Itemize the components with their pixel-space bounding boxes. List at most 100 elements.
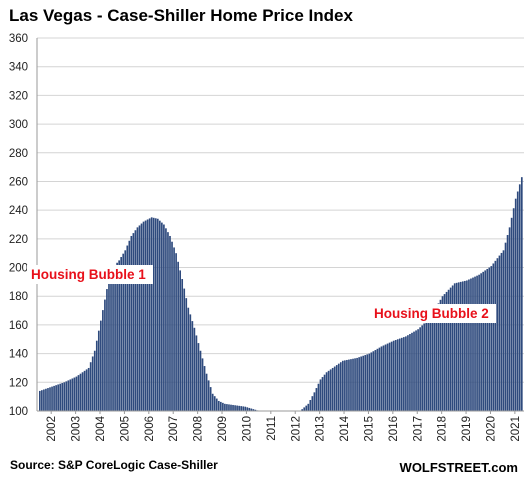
x-tick-label: 2012 bbox=[290, 416, 302, 442]
data-bar bbox=[413, 331, 415, 411]
data-bar bbox=[224, 403, 226, 411]
data-bar bbox=[61, 383, 64, 411]
data-bar bbox=[248, 407, 251, 411]
chart-title: Las Vegas - Case-Shiller Home Price Inde… bbox=[9, 6, 353, 25]
data-bar bbox=[142, 221, 145, 411]
data-bar bbox=[236, 405, 238, 411]
data-bar bbox=[486, 268, 489, 411]
axes bbox=[36, 38, 524, 414]
data-bar bbox=[53, 385, 55, 411]
data-bar bbox=[110, 274, 112, 411]
x-tick-label: 2013 bbox=[315, 416, 327, 442]
data-bar bbox=[252, 409, 255, 411]
data-bar bbox=[246, 407, 249, 411]
data-bar bbox=[384, 344, 387, 411]
y-tick-label: 180 bbox=[9, 291, 28, 303]
data-bar bbox=[140, 223, 143, 411]
y-tick-label: 260 bbox=[9, 176, 28, 188]
data-bar bbox=[484, 270, 487, 411]
data-bar bbox=[405, 336, 407, 411]
data-bar bbox=[39, 390, 41, 411]
data-bar bbox=[183, 288, 186, 411]
data-bar bbox=[104, 299, 106, 411]
brand-logo: WOLFSTREET.com bbox=[400, 460, 518, 475]
data-bar bbox=[163, 224, 165, 411]
data-bar bbox=[468, 279, 470, 411]
data-bar bbox=[498, 255, 501, 411]
data-bar bbox=[106, 289, 108, 411]
data-bar bbox=[152, 217, 155, 411]
data-bar bbox=[175, 253, 177, 411]
data-bar bbox=[368, 353, 371, 411]
data-bar bbox=[97, 330, 100, 411]
data-bar bbox=[350, 359, 352, 411]
data-bar bbox=[466, 280, 468, 411]
y-tick-label: 200 bbox=[9, 263, 28, 275]
annotation-background bbox=[27, 265, 153, 284]
annotations: Housing Bubble 1 Housing Bubble 2 bbox=[27, 265, 496, 323]
data-bar bbox=[63, 382, 66, 411]
data-bar bbox=[240, 406, 243, 411]
y-tick-label: 300 bbox=[9, 119, 28, 131]
data-bar bbox=[41, 390, 43, 411]
data-bar bbox=[417, 329, 419, 411]
data-bar bbox=[518, 184, 521, 411]
data-bar bbox=[335, 365, 338, 411]
data-bar bbox=[439, 299, 442, 411]
data-bar bbox=[45, 388, 47, 411]
x-tick-label: 2005 bbox=[119, 416, 131, 442]
data-bar bbox=[228, 404, 230, 411]
data-bar bbox=[222, 402, 224, 411]
data-bar bbox=[470, 278, 472, 411]
data-bar bbox=[352, 358, 354, 411]
data-bar bbox=[342, 360, 344, 411]
data-bar bbox=[356, 357, 358, 411]
y-tick-label: 280 bbox=[9, 148, 28, 160]
data-bar bbox=[388, 342, 391, 411]
annotation-label: Housing Bubble 1 bbox=[31, 267, 146, 282]
data-bar bbox=[301, 409, 304, 411]
data-bar bbox=[453, 283, 456, 411]
data-bar bbox=[122, 253, 125, 411]
data-bar bbox=[181, 279, 184, 411]
data-bar bbox=[114, 265, 116, 411]
data-bar bbox=[128, 240, 131, 411]
data-bar bbox=[230, 404, 232, 411]
data-bar bbox=[327, 370, 330, 411]
data-bar bbox=[303, 407, 306, 411]
x-tick-label: 2002 bbox=[46, 416, 58, 442]
data-bar bbox=[167, 232, 169, 411]
x-tick-label: 2019 bbox=[461, 416, 473, 442]
data-bar bbox=[315, 388, 318, 411]
data-bar bbox=[134, 230, 137, 411]
data-bar bbox=[409, 334, 411, 411]
data-bar bbox=[455, 282, 458, 411]
x-tick-label: 2014 bbox=[339, 415, 351, 441]
data-bar bbox=[429, 317, 432, 411]
data-bar bbox=[506, 235, 509, 411]
data-bar bbox=[494, 260, 497, 411]
x-tick-label: 2018 bbox=[437, 416, 449, 442]
data-bar bbox=[488, 267, 491, 411]
data-bar bbox=[250, 408, 253, 411]
data-bar bbox=[130, 235, 133, 411]
data-bar bbox=[169, 235, 171, 411]
data-bar bbox=[447, 289, 450, 411]
data-bar bbox=[213, 396, 216, 411]
data-bar bbox=[132, 233, 135, 411]
data-bar bbox=[207, 380, 210, 411]
data-bar bbox=[179, 270, 181, 411]
data-bar bbox=[514, 198, 517, 411]
data-bar bbox=[366, 354, 369, 411]
data-bar bbox=[421, 325, 423, 411]
data-bar bbox=[108, 281, 110, 411]
data-bar bbox=[403, 337, 405, 411]
y-tick-label: 160 bbox=[9, 320, 28, 332]
x-tick-label: 2008 bbox=[193, 416, 205, 442]
data-bar bbox=[459, 281, 462, 411]
data-bar bbox=[215, 398, 218, 411]
data-bar bbox=[244, 406, 247, 411]
data-bar bbox=[43, 389, 45, 411]
y-tick-label: 120 bbox=[9, 377, 28, 389]
data-bar bbox=[435, 306, 438, 411]
